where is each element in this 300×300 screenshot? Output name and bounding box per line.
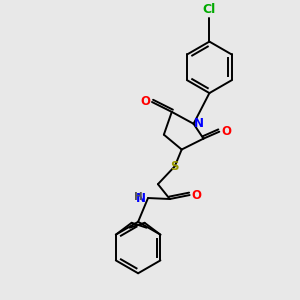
Text: S: S <box>170 160 179 173</box>
Text: O: O <box>140 94 150 107</box>
Text: N: N <box>194 117 204 130</box>
Text: O: O <box>192 189 202 202</box>
Text: N: N <box>136 191 146 205</box>
Text: O: O <box>221 125 231 138</box>
Text: H: H <box>134 192 142 202</box>
Text: Cl: Cl <box>203 3 216 16</box>
